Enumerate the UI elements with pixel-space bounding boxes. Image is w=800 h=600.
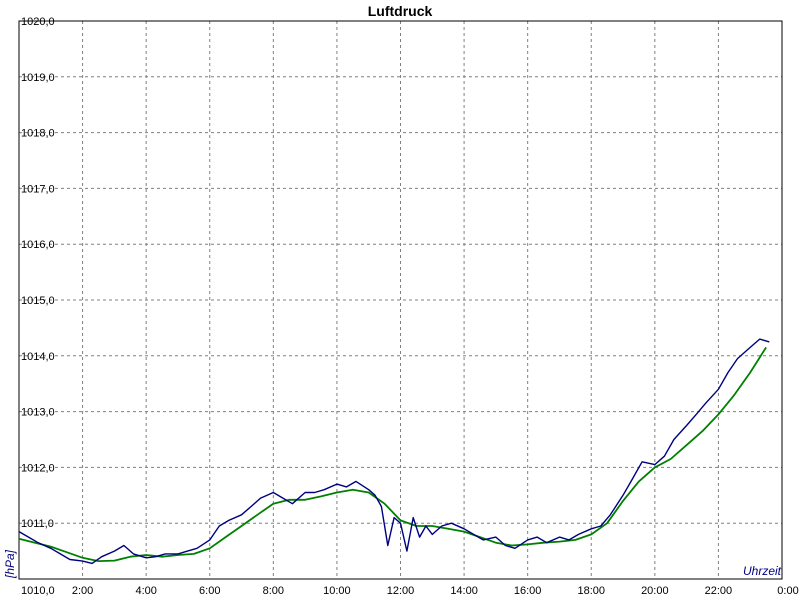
x-tick-label: 18:00 (577, 585, 605, 597)
x-tick-label: 6:00 (199, 585, 220, 597)
y-tick-label: 1014,0 (21, 351, 55, 363)
y-tick-label: 1019,0 (21, 72, 55, 84)
x-tick-label: 0:00 (777, 585, 798, 597)
grid-lines (19, 21, 782, 579)
y-tick-label: 1020,0 (21, 16, 55, 28)
x-tick-label: 10:00 (323, 585, 351, 597)
y-tick-label: 1012,0 (21, 462, 55, 474)
y-tick-labels: 1010,0 1011,0 1012,0 1013,0 1014,0 1015,0 1016… (21, 16, 55, 597)
x-tick-label: 22:00 (705, 585, 733, 597)
y-tick-label: 1015,0 (21, 295, 55, 307)
y-axis-label: [hPa] (3, 549, 17, 579)
x-tick-label: 2:00 (72, 585, 93, 597)
x-tick-label: 16:00 (514, 585, 542, 597)
y-tick-label: 1010,0 (21, 585, 55, 597)
y-tick-label: 1011,0 (21, 518, 54, 530)
x-tick-label: 8:00 (263, 585, 284, 597)
smoothed-pressure-line (18, 346, 767, 562)
x-tick-label: 20:00 (641, 585, 669, 597)
series-lines (18, 338, 770, 565)
y-tick-label: 1018,0 (21, 128, 55, 140)
y-tick-label: 1016,0 (21, 239, 55, 251)
raw-pressure-line (18, 338, 770, 565)
chart-title: Luftdruck (368, 3, 433, 19)
y-tick-label: 1013,0 (21, 407, 55, 419)
x-tick-label: 14:00 (450, 585, 478, 597)
x-tick-label: 4:00 (135, 585, 156, 597)
plot-frame (18, 20, 783, 580)
y-tick-label: 1017,0 (21, 183, 55, 195)
x-axis-label: Uhrzeit (743, 564, 782, 578)
x-tick-labels: 2:00 4:00 6:00 8:00 10:00 12:00 14:00 16:00 18:0… (72, 585, 799, 597)
x-tick-label: 12:00 (387, 585, 415, 597)
